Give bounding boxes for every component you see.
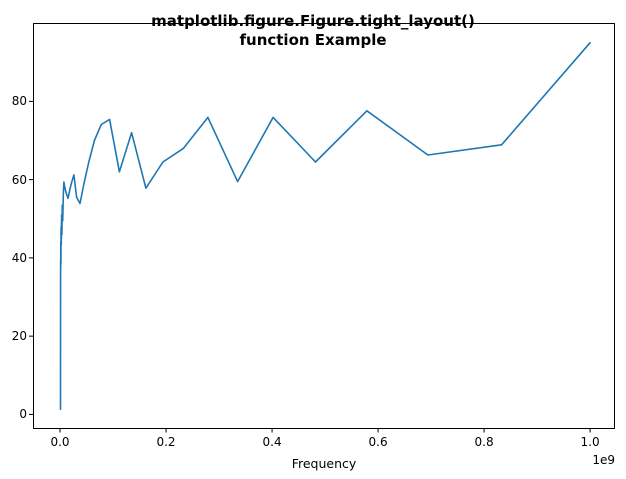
x-axis-offset-text: 1e9 [592, 453, 615, 467]
x-tick-marks [59, 428, 591, 433]
y-tick-label: 40 [11, 250, 27, 265]
x-tick-label: 0.0 [50, 435, 70, 449]
x-tick-label: 1.0 [580, 435, 600, 449]
y-tick-label: 80 [11, 94, 27, 109]
axes-spines [33, 23, 615, 429]
x-tick-label: 0.6 [368, 435, 388, 449]
x-axis-label: Frequency [291, 456, 357, 471]
y-tick-marks [29, 100, 33, 415]
y-tick-label: 60 [11, 172, 27, 187]
y-tick-label: 0 [19, 407, 27, 422]
x-tick-label: 0.2 [156, 435, 176, 449]
y-tick-label: 20 [11, 329, 27, 344]
data-line [59, 41, 591, 411]
x-tick-label: 0.8 [474, 435, 494, 449]
x-tick-label: 0.4 [262, 435, 282, 449]
